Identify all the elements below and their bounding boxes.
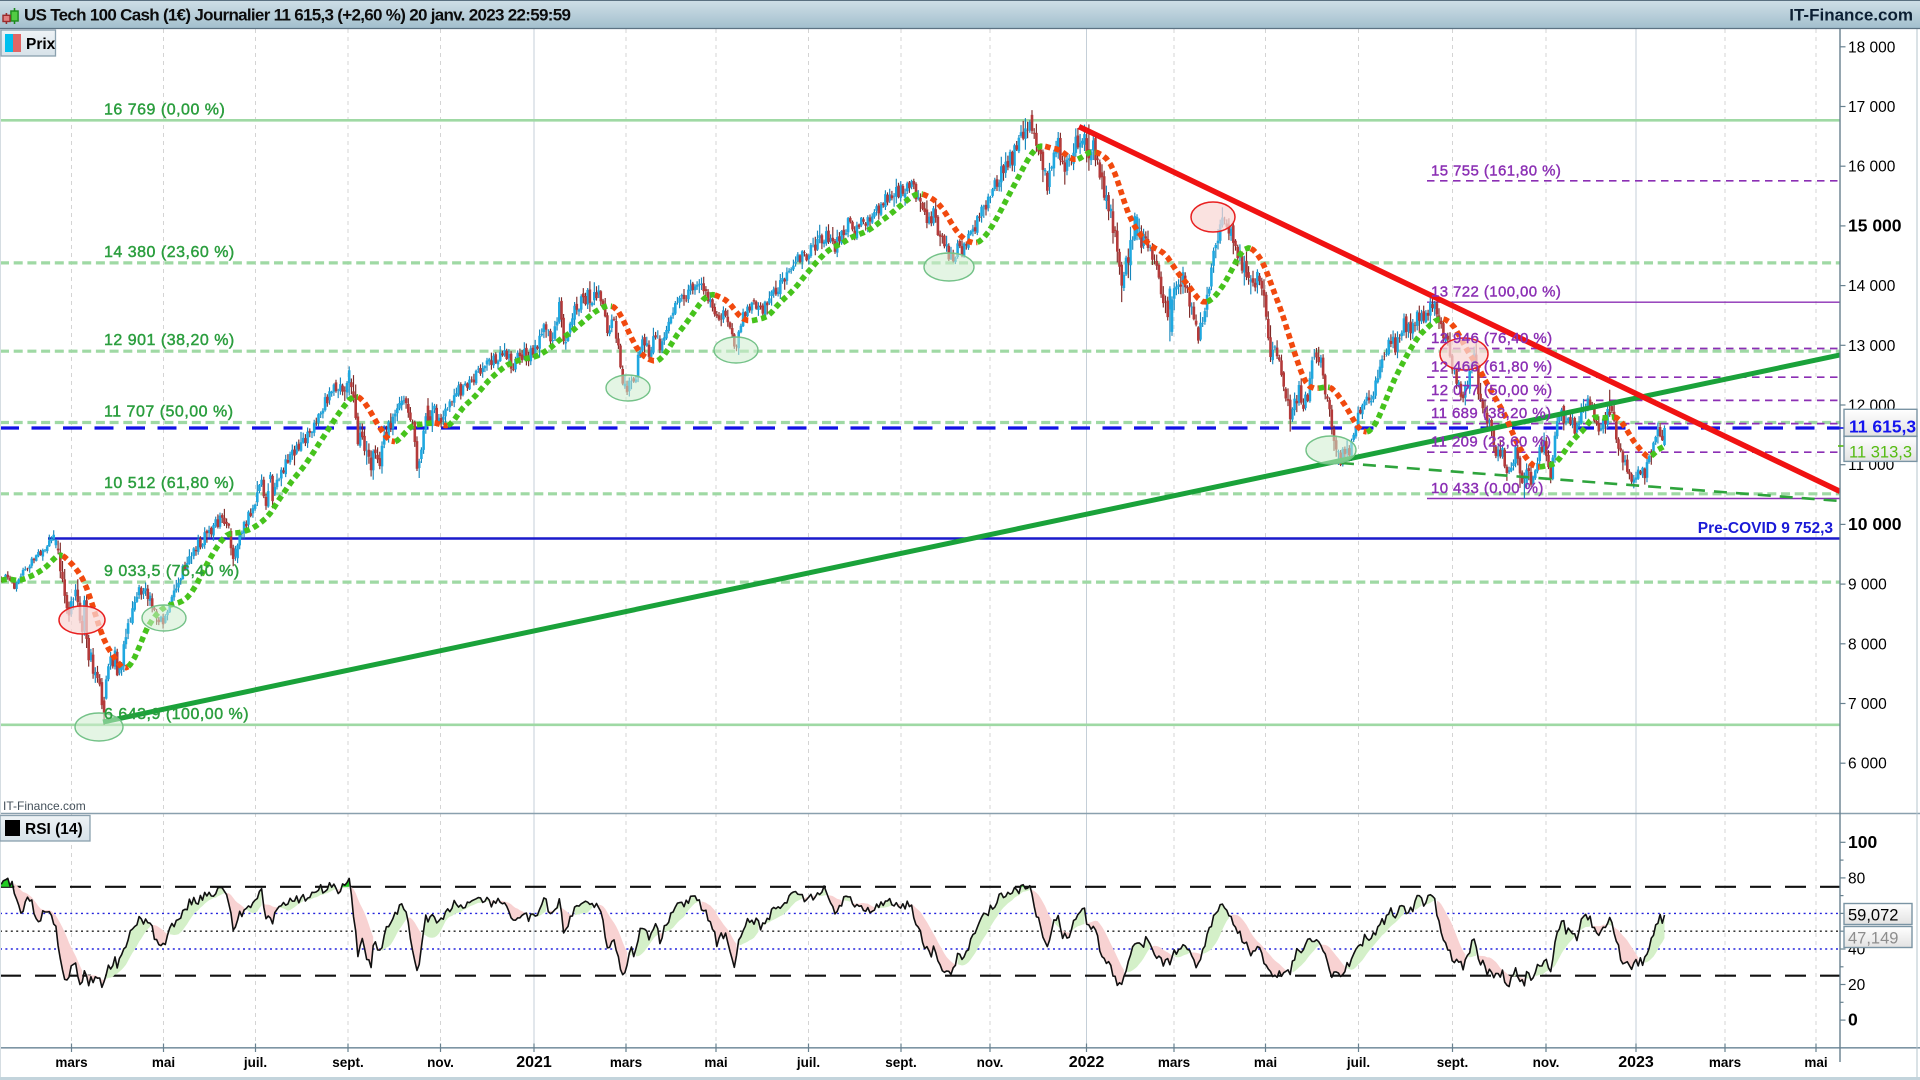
svg-text:12 901 (38,20 %): 12 901 (38,20 %) xyxy=(104,332,235,349)
svg-text:2021: 2021 xyxy=(516,1054,552,1071)
svg-text:7 000: 7 000 xyxy=(1848,696,1887,713)
svg-text:0: 0 xyxy=(1848,1010,1858,1030)
svg-text:6 643,9 (100,00 %): 6 643,9 (100,00 %) xyxy=(104,706,249,723)
svg-text:juil.: juil. xyxy=(1346,1055,1370,1070)
svg-text:juil.: juil. xyxy=(796,1055,820,1070)
svg-text:15 000: 15 000 xyxy=(1848,215,1902,235)
svg-text:2022: 2022 xyxy=(1069,1054,1105,1071)
svg-text:mars: mars xyxy=(1709,1055,1741,1070)
svg-text:mai: mai xyxy=(1804,1055,1827,1070)
svg-text:10 000: 10 000 xyxy=(1848,514,1902,534)
svg-text:sept.: sept. xyxy=(332,1055,364,1070)
svg-text:10 433 (0,00 %): 10 433 (0,00 %) xyxy=(1431,480,1544,497)
svg-text:10 512 (61,80 %): 10 512 (61,80 %) xyxy=(104,475,235,492)
svg-text:mai: mai xyxy=(1254,1055,1277,1070)
svg-text:47,149: 47,149 xyxy=(1848,930,1898,948)
svg-text:IT-Finance.com: IT-Finance.com xyxy=(1789,6,1913,25)
svg-text:sept.: sept. xyxy=(885,1055,917,1070)
svg-text:nov.: nov. xyxy=(427,1055,454,1070)
svg-text:6 000: 6 000 xyxy=(1848,756,1887,773)
svg-text:11 689 (38,20 %): 11 689 (38,20 %) xyxy=(1431,405,1551,422)
svg-text:Prix: Prix xyxy=(26,36,56,53)
svg-text:13 722 (100,00 %): 13 722 (100,00 %) xyxy=(1431,284,1561,301)
svg-text:20: 20 xyxy=(1848,977,1866,994)
svg-text:mars: mars xyxy=(1158,1055,1190,1070)
svg-text:mai: mai xyxy=(152,1055,175,1070)
svg-text:9 033,5 (76,40 %): 9 033,5 (76,40 %) xyxy=(104,563,240,580)
svg-text:2023: 2023 xyxy=(1618,1054,1654,1071)
svg-text:11 707 (50,00 %): 11 707 (50,00 %) xyxy=(104,404,234,421)
svg-text:14 000: 14 000 xyxy=(1848,278,1896,295)
svg-text:mars: mars xyxy=(610,1055,642,1070)
svg-text:80: 80 xyxy=(1848,870,1866,887)
svg-text:100: 100 xyxy=(1848,832,1877,852)
svg-text:17 000: 17 000 xyxy=(1848,99,1896,116)
svg-text:RSI (14): RSI (14) xyxy=(25,821,83,838)
svg-text:16 769 (0,00 %): 16 769 (0,00 %) xyxy=(104,101,225,118)
svg-text:59,072: 59,072 xyxy=(1848,907,1898,925)
svg-text:14 380 (23,60 %): 14 380 (23,60 %) xyxy=(104,244,235,261)
svg-text:mars: mars xyxy=(55,1055,87,1070)
svg-text:mai: mai xyxy=(704,1055,727,1070)
svg-text:16 000: 16 000 xyxy=(1848,159,1896,176)
svg-text:18 000: 18 000 xyxy=(1848,39,1896,56)
svg-text:15 755 (161,80 %): 15 755 (161,80 %) xyxy=(1431,162,1561,179)
svg-text:11 615,3: 11 615,3 xyxy=(1849,417,1916,437)
svg-text:9 000: 9 000 xyxy=(1848,577,1887,594)
svg-text:8 000: 8 000 xyxy=(1848,636,1887,653)
svg-text:Pre-COVID 9 752,3: Pre-COVID 9 752,3 xyxy=(1698,520,1834,537)
svg-text:sept.: sept. xyxy=(1437,1055,1469,1070)
svg-text:12 466 (61,80 %): 12 466 (61,80 %) xyxy=(1431,359,1552,376)
svg-text:US Tech 100 Cash (1€) Journali: US Tech 100 Cash (1€) Journalier 11 615,… xyxy=(24,6,570,25)
svg-text:13 000: 13 000 xyxy=(1848,338,1896,355)
svg-text:12 077 (50,00 %): 12 077 (50,00 %) xyxy=(1431,382,1552,399)
svg-text:IT-Finance.com: IT-Finance.com xyxy=(3,799,86,813)
svg-text:nov.: nov. xyxy=(977,1055,1004,1070)
svg-text:11 313,3: 11 313,3 xyxy=(1849,444,1912,462)
svg-text:11 209 (23,60 %): 11 209 (23,60 %) xyxy=(1431,434,1551,451)
svg-text:juil.: juil. xyxy=(243,1055,267,1070)
svg-text:nov.: nov. xyxy=(1533,1055,1560,1070)
svg-text:12 946 (76,40 %): 12 946 (76,40 %) xyxy=(1431,330,1552,347)
